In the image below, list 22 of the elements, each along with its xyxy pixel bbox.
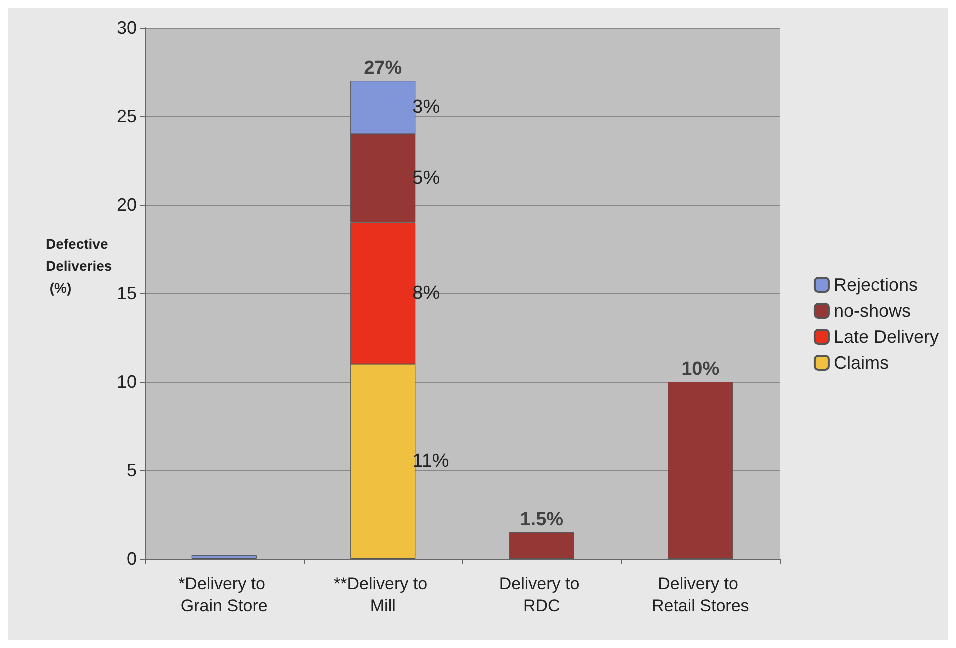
total-label: 10% bbox=[682, 359, 720, 380]
x-tick-label: Delivery to RDC bbox=[499, 574, 584, 616]
y-tick-label: 30 bbox=[116, 18, 137, 38]
legend-label: Late Delivery bbox=[834, 327, 939, 347]
legend-label: no-shows bbox=[834, 301, 911, 321]
y-tick-label: 10 bbox=[116, 372, 137, 392]
total-label: 27% bbox=[364, 58, 402, 80]
total-label: 1.5% bbox=[520, 509, 564, 530]
legend-label: Rejections bbox=[834, 275, 918, 295]
y-axis-title: Defective Deliveries (%) bbox=[46, 236, 112, 296]
y-tick-label: 25 bbox=[116, 106, 137, 126]
y-tick-label: 5 bbox=[126, 460, 137, 480]
y-tick-label: 20 bbox=[116, 195, 137, 215]
legend-label: Claims bbox=[834, 353, 889, 373]
bar bbox=[192, 555, 257, 559]
bar bbox=[509, 532, 574, 559]
x-tick-label: *Delivery to Grain Store bbox=[178, 574, 270, 616]
x-tick-label: **Delivery to Mill bbox=[334, 574, 432, 616]
y-tick-label: 0 bbox=[126, 549, 137, 569]
y-tick-label: 15 bbox=[116, 284, 137, 304]
x-tick-label: Delivery to Retail Stores bbox=[652, 574, 750, 616]
bar bbox=[668, 382, 734, 559]
